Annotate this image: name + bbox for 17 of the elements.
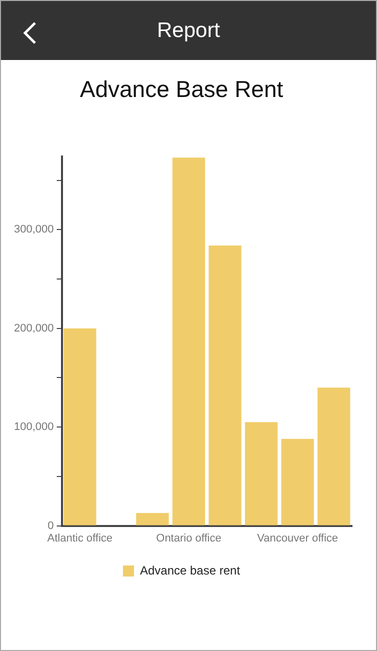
- text: Report: [156, 19, 222, 43]
- y-tick-label: 0: [48, 520, 54, 532]
- bar: [244, 422, 278, 526]
- legend-label: Advance base rent: [140, 563, 241, 578]
- chart-title: Advance Base Rent: [80, 76, 284, 102]
- y-tick-label: 100,000: [14, 421, 54, 434]
- bar: [208, 245, 242, 526]
- y-tick-label: 300,000: [14, 224, 54, 236]
- x-tick-label: Ontario office: [156, 532, 222, 544]
- bar: [136, 512, 169, 526]
- y-tick-label: 200,000: [14, 322, 54, 334]
- bar: [64, 328, 96, 526]
- bar: [318, 388, 350, 526]
- bar: [172, 158, 206, 526]
- bar: [281, 438, 314, 526]
- x-tick-label: Vancouver office: [257, 532, 338, 544]
- x-tick-label: Atlantic office: [47, 532, 113, 544]
